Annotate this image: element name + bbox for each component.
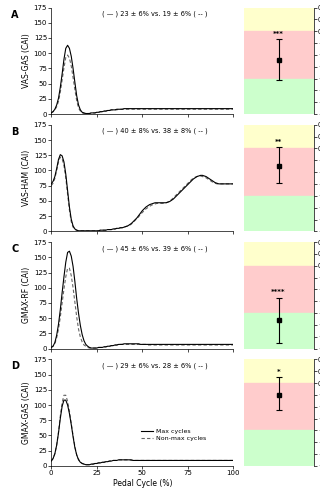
Legend: Max cycles, Non-max cycles: Max cycles, Non-max cycles <box>138 426 208 443</box>
Bar <box>244 242 314 266</box>
Text: C: C <box>11 244 18 254</box>
Y-axis label: VAS-GAS (CAI): VAS-GAS (CAI) <box>22 34 31 88</box>
Text: ***: *** <box>273 31 284 37</box>
Y-axis label: GMAX-GAS (CAI): GMAX-GAS (CAI) <box>22 381 31 444</box>
Bar <box>244 266 314 313</box>
Text: ****: **** <box>271 290 286 296</box>
Bar <box>244 148 314 196</box>
Bar <box>244 430 314 466</box>
Text: ( — ) 40 ± 8% vs. 38 ± 8% ( -- ): ( — ) 40 ± 8% vs. 38 ± 8% ( -- ) <box>102 128 208 134</box>
Bar <box>244 31 314 79</box>
Text: ( — ) 29 ± 6% vs. 28 ± 6% ( -- ): ( — ) 29 ± 6% vs. 28 ± 6% ( -- ) <box>102 363 208 369</box>
Bar <box>244 125 314 148</box>
Text: ( — ) 45 ± 6% vs. 39 ± 6% ( -- ): ( — ) 45 ± 6% vs. 39 ± 6% ( -- ) <box>102 245 208 252</box>
Bar <box>244 8 314 31</box>
Text: B: B <box>11 127 19 137</box>
Bar <box>244 383 314 430</box>
Bar <box>244 359 314 383</box>
Text: ( — ) 23 ± 6% vs. 19 ± 6% ( -- ): ( — ) 23 ± 6% vs. 19 ± 6% ( -- ) <box>102 11 208 17</box>
Text: **: ** <box>275 139 282 145</box>
Y-axis label: GMAX-RF (CAI): GMAX-RF (CAI) <box>22 267 31 324</box>
Text: D: D <box>11 361 19 371</box>
Bar <box>244 79 314 114</box>
Text: A: A <box>11 10 19 20</box>
Y-axis label: VAS-HAM (CAI): VAS-HAM (CAI) <box>22 150 31 206</box>
Bar <box>244 313 314 349</box>
Bar <box>244 196 314 231</box>
Text: *: * <box>277 369 280 375</box>
X-axis label: Pedal Cycle (%): Pedal Cycle (%) <box>113 479 172 488</box>
